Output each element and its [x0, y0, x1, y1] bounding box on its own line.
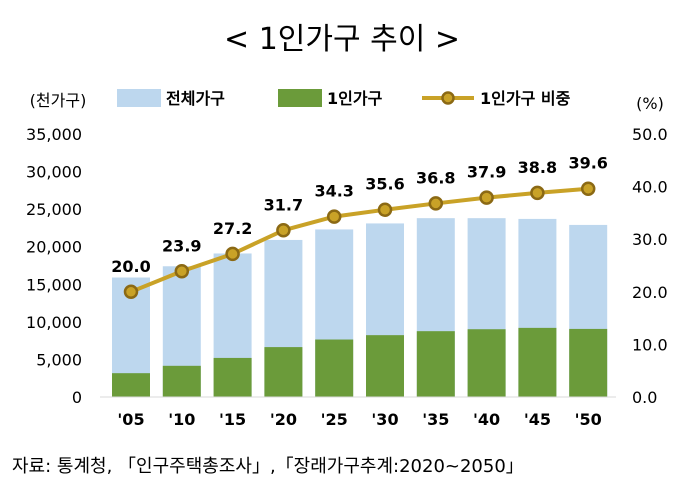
left-tick-label: 20,000	[26, 238, 82, 257]
single-bar	[264, 347, 303, 397]
single-bar	[467, 329, 506, 397]
right-tick-label: 20.0	[632, 283, 668, 302]
x-tick-label: '05	[117, 410, 144, 429]
right-axis: 50.0 40.0 30.0 20.0 10.0 0.0	[632, 125, 668, 407]
ratio-point	[428, 196, 444, 211]
left-tick-label: 10,000	[26, 313, 82, 332]
right-tick-label: 0.0	[632, 388, 657, 407]
legend-swatch-single	[278, 89, 322, 107]
legend-label-single: 1인가구	[327, 89, 383, 108]
ratio-data-label: 37.9	[467, 163, 506, 182]
left-tick-label: 0	[72, 388, 82, 407]
x-tick-label: '50	[575, 410, 602, 429]
x-tick-label: '25	[321, 410, 348, 429]
source-note: 자료: 통계청, 「인구주택총조사」,「장래가구추계:2020~2050」	[12, 456, 524, 477]
legend-swatch-total	[117, 89, 161, 107]
left-tick-label: 15,000	[26, 275, 82, 294]
single-household-bars	[112, 327, 608, 397]
x-tick-label: '40	[473, 410, 500, 429]
ratio-point	[123, 284, 139, 300]
ratio-data-label: 35.6	[365, 175, 404, 194]
ratio-point	[479, 190, 494, 205]
left-tick-label: 35,000	[26, 125, 82, 144]
ratio-data-label: 27.2	[213, 219, 252, 238]
single-bar	[416, 331, 455, 397]
single-bar	[569, 328, 608, 397]
ratio-point	[276, 223, 291, 238]
x-tick-label: '10	[168, 410, 195, 429]
ratio-data-labels: 20.0 23.9 27.2 31.7 34.3 35.6 36.8 37.9 38.8 39.6	[111, 154, 608, 276]
legend-label-ratio: 1인가구 비중	[480, 89, 571, 108]
left-axis-unit: (천가구)	[30, 91, 87, 110]
single-bar	[162, 365, 201, 397]
right-axis-unit: (%)	[636, 94, 664, 113]
x-tick-label: '30	[371, 410, 398, 429]
ratio-line	[130, 186, 589, 294]
right-tick-label: 10.0	[632, 335, 668, 354]
ratio-data-label: 23.9	[162, 236, 201, 255]
chart-title: < 1인가구 추이 >	[224, 22, 460, 57]
left-axis: 35,000 30,000 25,000 20,000 15,000 10,000 5,00…	[26, 125, 82, 407]
left-tick-label: 30,000	[26, 163, 82, 182]
ratio-point	[377, 202, 393, 217]
single-bar	[518, 327, 557, 397]
ratio-series	[123, 181, 596, 300]
single-bar	[366, 335, 404, 397]
single-bar	[315, 339, 354, 397]
right-tick-label: 30.0	[632, 230, 668, 249]
right-tick-label: 50.0	[632, 125, 668, 144]
x-tick-label: '35	[422, 410, 449, 429]
single-bar	[112, 373, 150, 397]
ratio-data-label: 38.8	[518, 158, 557, 177]
legend-marker-ratio	[441, 91, 455, 105]
ratio-data-label: 39.6	[568, 154, 607, 173]
ratio-data-label: 36.8	[416, 168, 455, 187]
right-tick-label: 40.0	[632, 178, 668, 197]
legend: 전체가구 1인가구 1인가구 비중	[117, 89, 571, 108]
single-bar	[213, 357, 252, 397]
ratio-point	[580, 181, 596, 196]
x-tick-label: '15	[219, 410, 246, 429]
x-tick-label: '45	[524, 410, 551, 429]
ratio-point	[225, 246, 240, 262]
left-tick-label: 5,000	[36, 350, 82, 369]
ratio-data-label: 34.3	[314, 182, 353, 201]
x-tick-label: '20	[270, 410, 297, 429]
ratio-point	[174, 264, 190, 279]
ratio-point	[530, 185, 545, 201]
legend-label-total: 전체가구	[166, 89, 225, 108]
x-axis: '05 '10 '15 '20 '25 '30 '35 '40 '45 '50	[117, 410, 601, 429]
ratio-point	[326, 209, 342, 224]
ratio-data-label: 20.0	[111, 257, 150, 276]
ratio-data-label: 31.7	[264, 195, 303, 214]
left-tick-label: 25,000	[26, 200, 82, 219]
